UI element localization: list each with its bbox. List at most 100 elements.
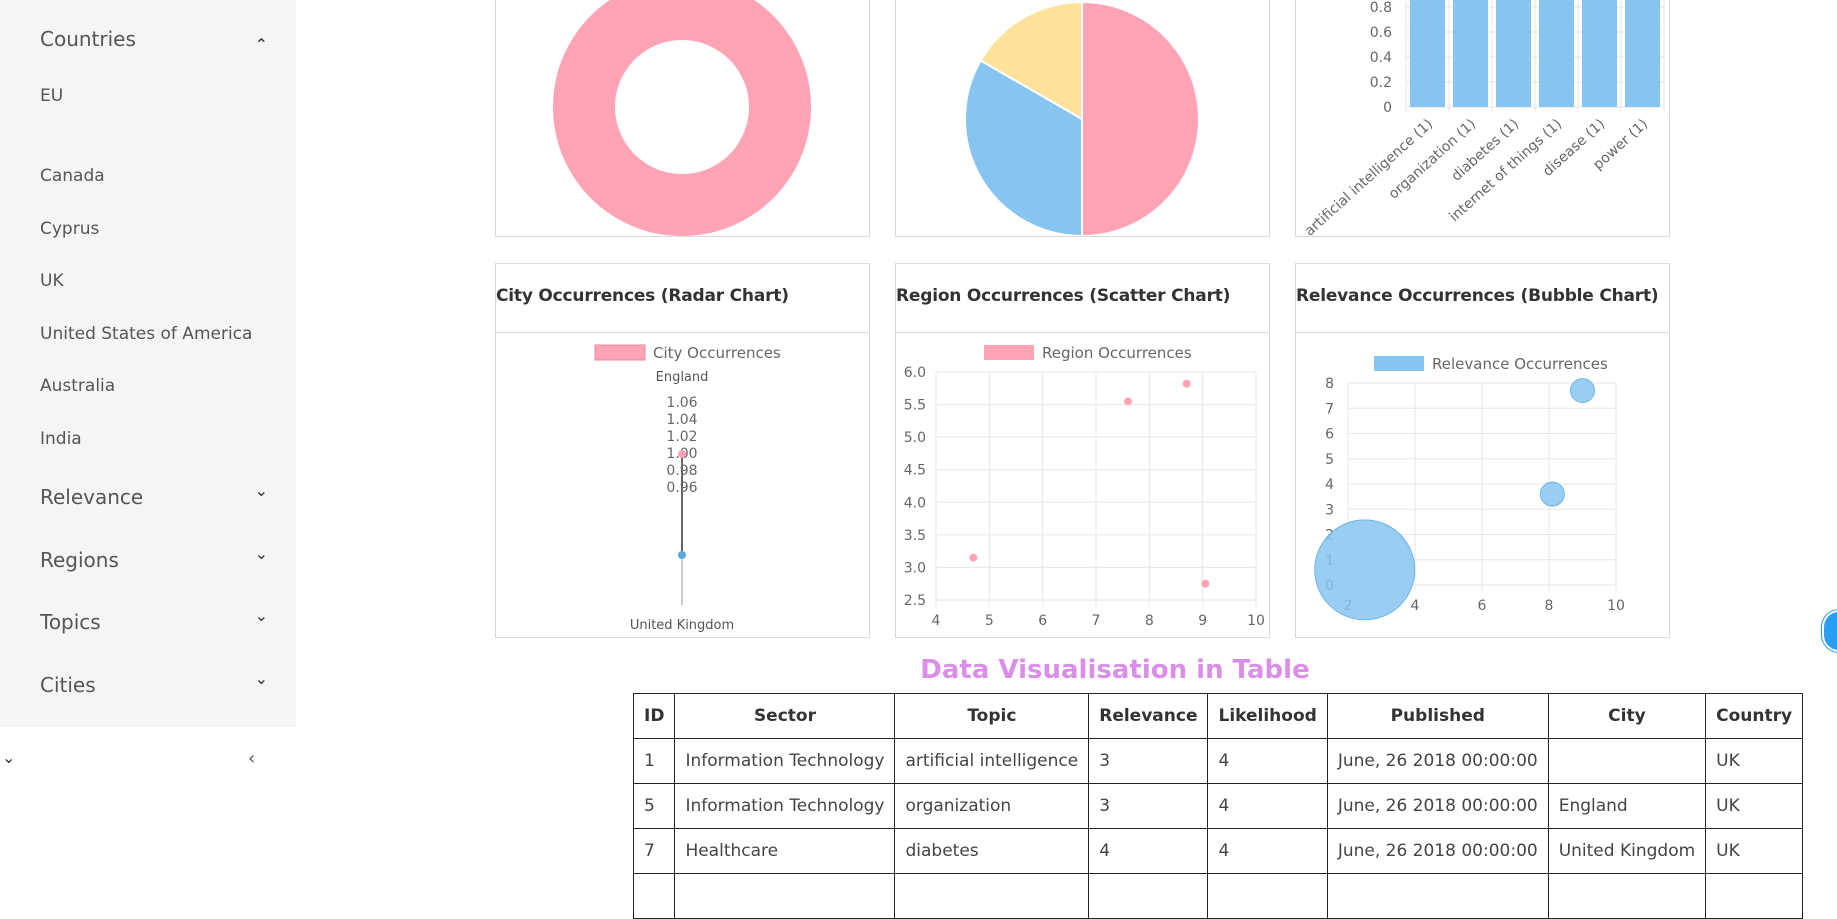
x-tick-label: 6: [1478, 598, 1487, 614]
table-title: Data Visualisation in Table: [920, 655, 1310, 685]
pie-slice: [1081, 0, 1200, 238]
scatter-chart-card: Region Occurrences 2.5 3.0 3.5 4.0 4.5 5.0 5.5 6…: [895, 332, 1270, 638]
chevron-up-icon: ⌃: [254, 35, 268, 54]
cell-published: June, 26 2018 00:00:00: [1326, 738, 1549, 784]
cell-topic: artificial intelligence: [894, 738, 1090, 784]
cities-label: Cities: [40, 673, 96, 697]
countries-label: Countries: [40, 27, 136, 51]
cell-sector: Information Technology: [674, 738, 896, 784]
cell-sector: Information Technology: [674, 783, 896, 829]
pie-chart: [964, 0, 1200, 238]
radar-point: [678, 450, 686, 458]
cell-country: UK: [1705, 783, 1804, 829]
sidebar-section-regions[interactable]: Regions ⌄: [40, 544, 268, 572]
header-city[interactable]: City: [1547, 693, 1707, 739]
cell-published: June, 26 2018 00:00:00: [1326, 828, 1549, 874]
bar-chart-card: 0 0.2 0.4 0.6 0.8 artificial intelligence (1)…: [1295, 0, 1670, 239]
cell-topic: organization: [894, 783, 1090, 829]
pie-chart-card: [895, 0, 1270, 238]
sidebar-section-cities[interactable]: Cities ⌄: [40, 669, 268, 697]
sidebar-collapse-button[interactable]: ‹: [248, 748, 256, 769]
table-row: 5 Information Technology organization 3 …: [632, 783, 1804, 829]
header-sector[interactable]: Sector: [674, 693, 896, 739]
y-tick-label: 3.5: [904, 528, 926, 544]
header-country[interactable]: Country: [1705, 693, 1804, 739]
y-tick-label: 5.0: [904, 430, 926, 446]
country-item-eu[interactable]: EU: [40, 86, 64, 106]
bar: [1582, 0, 1617, 107]
x-tick-label: 4: [1411, 598, 1420, 614]
scatter-point: [1182, 379, 1191, 388]
y-tick-label: 3.0: [904, 560, 926, 576]
table-row: [632, 873, 1804, 919]
header-published[interactable]: Published: [1326, 693, 1549, 739]
bar: [1496, 0, 1531, 107]
cell-country: UK: [1705, 738, 1804, 784]
y-tick-label: 6.0: [904, 365, 926, 381]
sidebar-section-countries[interactable]: Countries ⌃: [40, 27, 268, 54]
scatter-point: [969, 553, 978, 562]
y-tick-label: 5.5: [904, 398, 926, 414]
x-tick-label: 10: [1247, 613, 1265, 629]
bar: [1625, 0, 1660, 107]
country-item-cyprus[interactable]: Cyprus: [40, 219, 100, 239]
y-tick-label: 0: [1383, 100, 1392, 116]
cell-likelihood: 4: [1207, 783, 1328, 829]
bar: [1453, 0, 1488, 107]
legend-label: Region Occurrences: [1042, 344, 1192, 362]
header-topic[interactable]: Topic: [894, 693, 1090, 739]
country-item-uk[interactable]: UK: [40, 271, 64, 291]
pie-slice: [979, 0, 1083, 121]
y-tick-label: 0.6: [1370, 25, 1392, 41]
country-item-australia[interactable]: Australia: [40, 376, 116, 396]
sidebar-section-relevance[interactable]: Relevance ⌄: [40, 481, 268, 509]
scatter-card-header: Region Occurrences (Scatter Chart): [895, 263, 1270, 333]
radar-tick-label: 1.04: [666, 412, 697, 428]
cell-id: 7: [632, 828, 676, 874]
radar-chart-card: City OccurrencesEngland1.061.041.021.000…: [495, 332, 870, 638]
radar-card-header: City Occurrences (Radar Chart): [495, 263, 870, 333]
bubble: [1570, 378, 1595, 404]
radar-chart: City OccurrencesEngland1.061.041.021.000…: [594, 344, 781, 633]
country-item-india[interactable]: India: [40, 429, 82, 449]
sidebar-section-topics[interactable]: Topics ⌄: [40, 606, 268, 634]
bubble-chart-title: Relevance Occurrences (Bubble Chart): [1296, 286, 1659, 306]
legend-swatch: [594, 344, 646, 361]
country-item-usa[interactable]: United States of America: [40, 324, 253, 344]
legend-swatch: [984, 345, 1034, 360]
bar: [1539, 0, 1574, 107]
cell-likelihood: 4: [1207, 738, 1328, 784]
y-tick-label: 2.5: [904, 593, 926, 609]
x-tick-label: 9: [1198, 613, 1207, 629]
header-likelihood[interactable]: Likelihood: [1207, 693, 1328, 739]
cell-likelihood: 4: [1207, 828, 1328, 874]
cell-relevance: [1088, 873, 1209, 919]
data-table: ID Sector Topic Relevance Likelihood Pub…: [632, 693, 1804, 919]
cell-id: 1: [632, 738, 676, 784]
x-tick-label: 6: [1038, 613, 1047, 629]
header-relevance[interactable]: Relevance: [1088, 693, 1209, 739]
bar: [1410, 0, 1445, 107]
header-id[interactable]: ID: [632, 693, 676, 739]
cell-published: June, 26 2018 00:00:00: [1326, 783, 1549, 829]
cell-relevance: 4: [1088, 828, 1209, 874]
bubble: [1539, 481, 1565, 507]
radar-tick-label: 1.06: [666, 395, 697, 411]
point-label: United Kingdom: [630, 618, 734, 633]
cell-country: UK: [1705, 828, 1804, 874]
sidebar: Countries ⌃ EU Canada Cyprus UK United S…: [0, 0, 296, 727]
bubble-chart-card: Relevance Occurrences012345678246810: [1295, 332, 1670, 638]
cell-published: [1326, 873, 1549, 919]
cell-city: [1547, 873, 1707, 919]
chevron-down-icon[interactable]: ⌄: [2, 748, 16, 767]
help-button[interactable]: [1822, 610, 1837, 652]
country-item-canada[interactable]: Canada: [40, 166, 105, 186]
bubble-chart: Relevance Occurrences012345678246810: [1314, 355, 1625, 621]
cell-relevance: 3: [1088, 738, 1209, 784]
scatter-chart-title: Region Occurrences (Scatter Chart): [896, 286, 1231, 306]
pie-slice: [964, 59, 1083, 238]
topics-label: Topics: [40, 610, 101, 634]
scatter-point: [1201, 579, 1210, 588]
x-tick-label: 5: [985, 613, 994, 629]
